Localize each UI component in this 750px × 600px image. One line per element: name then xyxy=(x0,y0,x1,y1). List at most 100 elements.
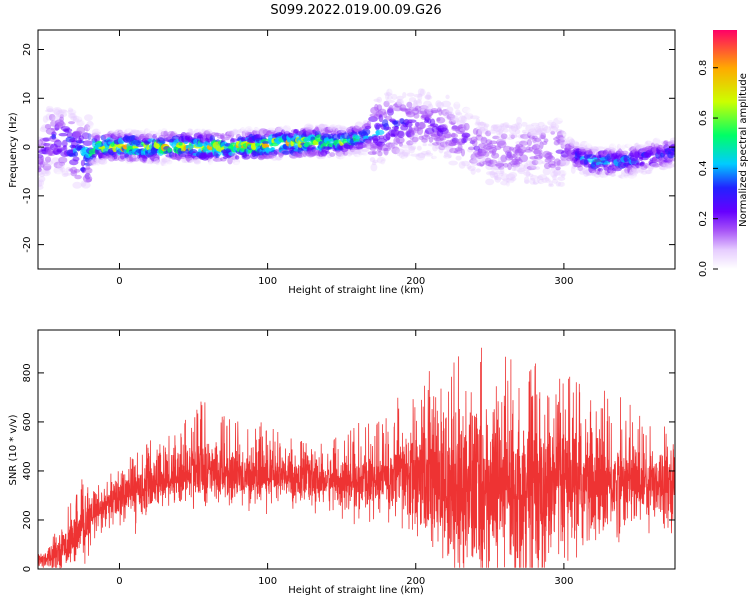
spectrogram-cell xyxy=(635,139,642,144)
spectrogram-cell xyxy=(438,203,445,207)
spectrogram-cell xyxy=(67,107,74,113)
spectrogram-cell xyxy=(170,106,181,111)
spectrogram-cell xyxy=(620,176,626,181)
spectrogram-cell xyxy=(265,166,275,171)
spectrogram-cell xyxy=(525,103,531,111)
spectrogram-cell xyxy=(53,139,63,148)
spectrogram-cell xyxy=(581,140,587,148)
spectrogram-cell xyxy=(371,161,377,166)
colorbar-gradient xyxy=(713,30,737,269)
spectrogram-cell xyxy=(484,210,491,216)
spectrogram-cell xyxy=(482,185,491,190)
spectrogram-cell xyxy=(486,171,496,176)
spectrogram-cell xyxy=(449,147,459,154)
spectrogram-cell xyxy=(318,122,325,127)
spectrogram-cell xyxy=(412,64,420,73)
spectrogram-cell xyxy=(500,123,509,130)
spectrogram-cell xyxy=(482,128,489,135)
spectrogram-cell xyxy=(365,157,371,162)
spectrogram-cell xyxy=(527,132,538,137)
spectrogram-cell xyxy=(407,119,417,123)
spectrogram-cell xyxy=(629,127,639,134)
spectrogram-cell xyxy=(502,110,509,119)
spectrogram-cell xyxy=(639,193,650,201)
spectrogram-cell xyxy=(515,123,520,130)
spectrogram-cell xyxy=(537,127,543,133)
spectrogram-cell xyxy=(426,173,436,180)
spectrogram-cell xyxy=(234,155,240,160)
spectrogram-cell xyxy=(618,142,623,148)
spectrogram-cell xyxy=(635,180,645,186)
spectrogram-cell xyxy=(404,86,412,94)
spectrogram-cell xyxy=(281,175,290,179)
spectrogram-cell xyxy=(67,224,72,230)
spectrogram-cell xyxy=(436,117,441,122)
spectrogram-cell xyxy=(91,128,101,137)
spectrogram-cell xyxy=(415,61,423,66)
spectrogram-cell xyxy=(458,213,465,220)
spectrogram-cell xyxy=(223,136,230,141)
spectrogram-cell xyxy=(470,176,481,184)
spectrogram-cell xyxy=(371,176,381,183)
spectrogram-cell xyxy=(209,124,218,132)
spectrogram-cell xyxy=(597,167,604,172)
spectrogram-cell xyxy=(419,88,426,96)
spectrogram-cell xyxy=(534,166,541,170)
spectrogram-cell xyxy=(461,180,469,189)
spectrogram-cell xyxy=(179,170,185,175)
spectrogram-cell xyxy=(65,90,74,97)
spectrogram-cell xyxy=(561,158,570,166)
spectrogram-cell xyxy=(362,122,367,128)
spectrogram-cell xyxy=(410,153,421,157)
snr-y-tick-label: 800 xyxy=(22,363,33,382)
spectrogram-cell xyxy=(669,129,675,135)
spectrogram-cell xyxy=(53,108,60,116)
spectrogram-cell xyxy=(510,123,519,132)
spectrogram-cell xyxy=(530,122,540,127)
spectrogram-cell xyxy=(555,135,566,140)
spectrogram-cell xyxy=(548,154,554,159)
spectrogram-cell xyxy=(438,145,447,151)
spectrogram-cell xyxy=(262,154,271,159)
spectrogram-cell xyxy=(364,106,372,110)
spectrogram-cell xyxy=(473,104,482,112)
spectrogram-cell xyxy=(515,143,524,148)
spectrogram-cell xyxy=(597,183,603,189)
spectrogram-cell xyxy=(295,164,302,169)
spectrogram-cell xyxy=(156,110,164,118)
spectrogram-cell xyxy=(545,116,556,123)
spectrogram-cell xyxy=(508,132,518,139)
spectrogram-cell xyxy=(79,217,88,222)
spectrogram-cell xyxy=(464,74,474,82)
spectrogram-cell xyxy=(155,164,162,169)
spectrogram-cell xyxy=(386,95,393,100)
spectrogram-cell xyxy=(73,96,81,101)
spectrogram-cell xyxy=(436,101,445,109)
spectrogram-cell xyxy=(370,174,380,181)
spectrogram-cell xyxy=(496,129,501,136)
spectrogram-cell xyxy=(523,164,532,172)
spectrogram-cell xyxy=(216,123,224,131)
spectrogram-cell xyxy=(413,112,420,119)
spectrogram-cell xyxy=(181,156,187,164)
spectrogram-cell xyxy=(147,166,153,170)
spectrogram-cell xyxy=(456,89,461,95)
spectrogram-cell xyxy=(39,218,47,226)
spectrogram-cell xyxy=(608,143,617,152)
spectrogram-cell xyxy=(482,160,492,165)
spectrogram-cell xyxy=(232,158,241,166)
spectrogram-cell xyxy=(573,141,580,148)
spectrogram-cell xyxy=(439,170,448,174)
spectrogram-cell xyxy=(650,162,659,168)
spectrogram-cell xyxy=(408,146,415,154)
spectrogram-cell xyxy=(68,112,76,119)
spectrogram-cell xyxy=(113,129,124,137)
spectrogram-cell xyxy=(385,170,392,178)
spectrogram-cell xyxy=(663,140,669,145)
spectrogram-cell xyxy=(424,109,433,117)
spectrogram-cell xyxy=(568,138,576,146)
spectrogram-cell xyxy=(271,156,278,161)
spectrogram-cell xyxy=(380,159,386,165)
spectrogram-cell xyxy=(249,101,255,108)
spectrogram-cell xyxy=(56,162,65,170)
